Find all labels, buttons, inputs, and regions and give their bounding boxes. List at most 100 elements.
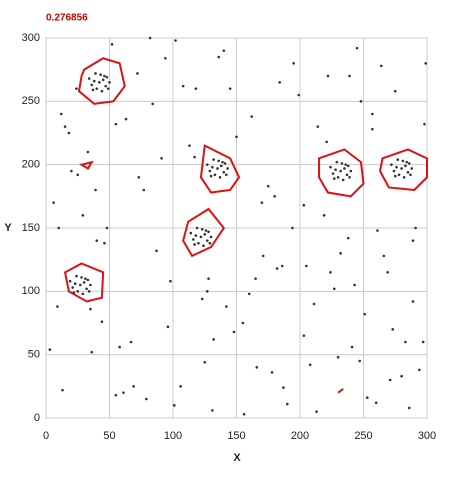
- contour: [63, 262, 105, 303]
- x-tick-label: 300: [418, 430, 436, 442]
- point: [197, 241, 200, 245]
- point: [414, 226, 417, 230]
- point: [203, 233, 207, 236]
- point: [95, 239, 99, 242]
- point: [216, 167, 219, 170]
- point: [376, 229, 379, 232]
- contour: [78, 160, 94, 170]
- x-axis-label: X: [233, 452, 241, 464]
- point: [348, 176, 351, 179]
- point: [282, 386, 285, 389]
- point: [406, 170, 410, 174]
- point: [199, 235, 203, 239]
- point: [393, 174, 397, 178]
- point: [346, 236, 350, 240]
- point: [86, 150, 90, 154]
- point: [421, 340, 425, 344]
- point: [114, 393, 118, 397]
- point: [247, 292, 251, 296]
- point: [391, 328, 395, 331]
- point: [52, 201, 55, 204]
- point: [339, 169, 342, 173]
- point: [94, 72, 97, 75]
- point: [151, 102, 154, 106]
- point: [336, 176, 340, 179]
- y-tick-label: 250: [22, 95, 40, 107]
- point: [396, 158, 400, 161]
- point: [189, 231, 193, 235]
- point: [379, 64, 383, 68]
- point: [349, 169, 353, 173]
- point: [228, 87, 232, 90]
- point: [118, 345, 121, 349]
- x-tick-label: 200: [291, 430, 309, 442]
- point: [217, 55, 221, 59]
- point: [124, 117, 128, 121]
- point: [56, 305, 59, 308]
- point: [209, 174, 213, 178]
- point: [137, 176, 141, 179]
- point: [98, 81, 101, 84]
- point: [235, 135, 238, 139]
- y-tick-label: 200: [22, 159, 40, 171]
- point: [76, 173, 80, 177]
- chart-title: 0.276856: [46, 13, 88, 24]
- point: [366, 396, 369, 400]
- point: [67, 131, 71, 135]
- point: [217, 159, 221, 163]
- y-tick-label: 100: [22, 285, 40, 297]
- x-tick-label: 50: [103, 430, 115, 442]
- point: [345, 173, 349, 177]
- x-tick-label: 100: [164, 430, 182, 442]
- point: [232, 330, 236, 334]
- point: [374, 401, 378, 405]
- point: [312, 302, 316, 306]
- point: [397, 173, 401, 177]
- point: [188, 144, 191, 147]
- point: [76, 290, 80, 293]
- point: [308, 363, 312, 367]
- point: [335, 160, 339, 164]
- point: [145, 397, 148, 401]
- point: [160, 157, 163, 160]
- point: [86, 278, 90, 282]
- point: [350, 345, 354, 349]
- point: [78, 283, 82, 287]
- point: [172, 404, 176, 407]
- point: [212, 158, 215, 161]
- point: [393, 89, 397, 93]
- point: [57, 226, 60, 230]
- point: [203, 360, 207, 364]
- point: [63, 125, 67, 128]
- point: [73, 282, 77, 286]
- point: [392, 169, 396, 173]
- point: [266, 184, 270, 188]
- point: [305, 264, 308, 268]
- y-axis-label: Y: [4, 222, 12, 234]
- point: [322, 214, 326, 217]
- point: [418, 368, 421, 372]
- point: [344, 163, 348, 166]
- point: [174, 39, 177, 42]
- point: [89, 307, 92, 311]
- x-tick-label: 150: [227, 430, 245, 442]
- contour: [378, 148, 428, 192]
- point: [405, 160, 408, 164]
- point: [411, 239, 415, 242]
- point: [68, 279, 72, 283]
- point: [226, 167, 229, 170]
- point: [129, 340, 133, 344]
- point: [205, 290, 209, 293]
- point: [82, 281, 86, 284]
- point: [250, 115, 254, 118]
- point: [400, 167, 403, 170]
- point: [278, 81, 281, 84]
- point: [193, 243, 196, 246]
- point: [316, 125, 320, 128]
- point: [48, 348, 52, 351]
- point: [225, 173, 228, 177]
- point: [371, 112, 374, 116]
- point: [90, 83, 94, 87]
